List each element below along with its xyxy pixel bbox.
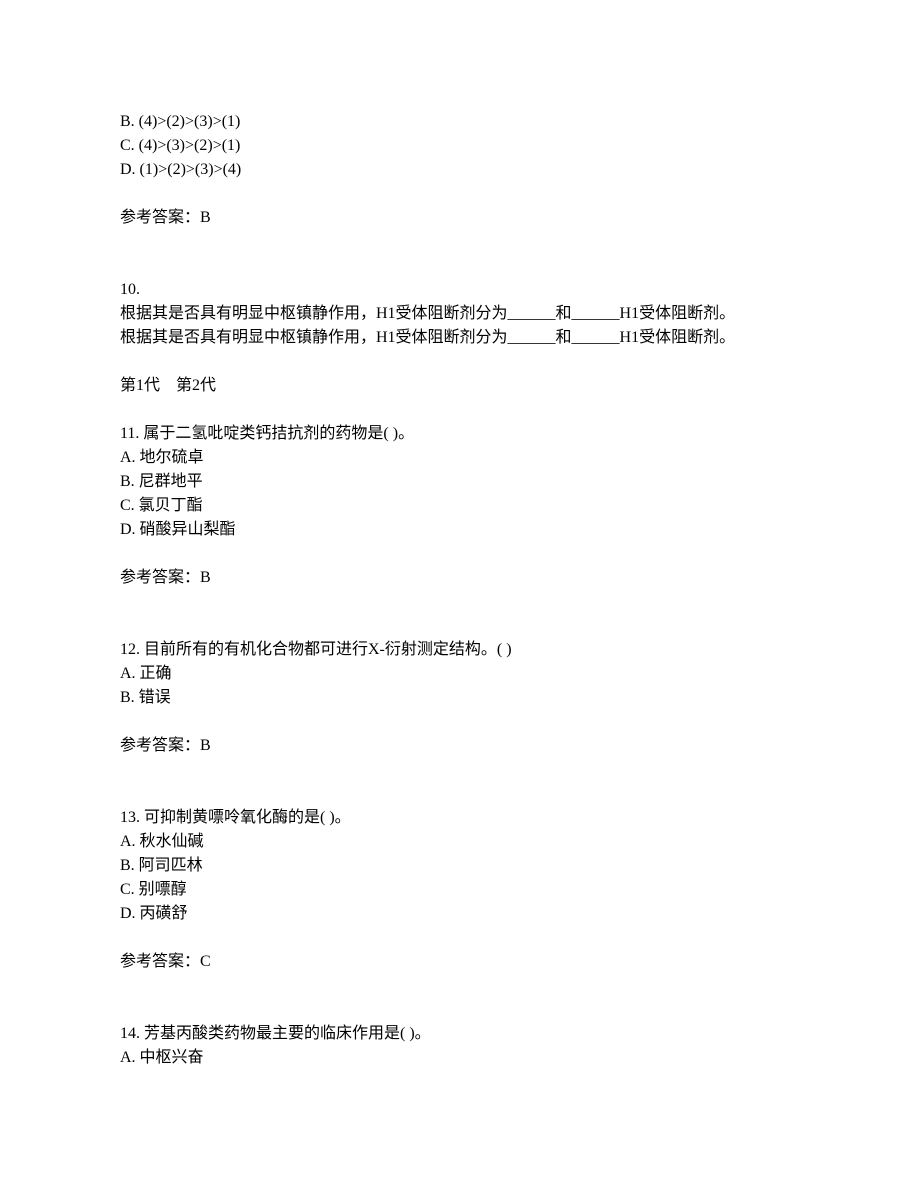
q13-option-b: B. 阿司匹林	[120, 854, 800, 878]
q9-option-b: B. (4)>(2)>(3)>(1)	[120, 110, 800, 134]
q12-option-a: A. 正确	[120, 662, 800, 686]
q12-option-b: B. 错误	[120, 686, 800, 710]
q10-stem-1: 根据其是否具有明显中枢镇静作用，H1受体阻断剂分为______和______H1…	[120, 302, 800, 326]
q13-option-c: C. 别嘌醇	[120, 878, 800, 902]
q10-stem-2: 根据其是否具有明显中枢镇静作用，H1受体阻断剂分为______和______H1…	[120, 326, 800, 350]
q14-option-a: A. 中枢兴奋	[120, 1046, 800, 1070]
q12-answer: 参考答案：B	[120, 734, 800, 758]
page-container: B. (4)>(2)>(3)>(1) C. (4)>(3)>(2)>(1) D.…	[0, 0, 920, 1120]
q13-option-a: A. 秋水仙碱	[120, 830, 800, 854]
q10-number: 10.	[120, 278, 800, 302]
q14-stem: 14. 芳基丙酸类药物最主要的临床作用是( )。	[120, 1022, 800, 1046]
q13-option-d: D. 丙磺舒	[120, 902, 800, 926]
q11-option-b: B. 尼群地平	[120, 470, 800, 494]
q13-answer: 参考答案：C	[120, 950, 800, 974]
q10-answer: 第1代 第2代	[120, 374, 800, 398]
q11-answer: 参考答案：B	[120, 566, 800, 590]
q11-stem: 11. 属于二氢吡啶类钙拮抗剂的药物是( )。	[120, 422, 800, 446]
q11-option-a: A. 地尔硫卓	[120, 446, 800, 470]
q9-answer: 参考答案：B	[120, 206, 800, 230]
q11-option-d: D. 硝酸异山梨酯	[120, 518, 800, 542]
q11-option-c: C. 氯贝丁酯	[120, 494, 800, 518]
q9-option-c: C. (4)>(3)>(2)>(1)	[120, 134, 800, 158]
q13-stem: 13. 可抑制黄嘌呤氧化酶的是( )。	[120, 806, 800, 830]
q12-stem: 12. 目前所有的有机化合物都可进行X-衍射测定结构。( )	[120, 638, 800, 662]
q9-option-d: D. (1)>(2)>(3)>(4)	[120, 158, 800, 182]
